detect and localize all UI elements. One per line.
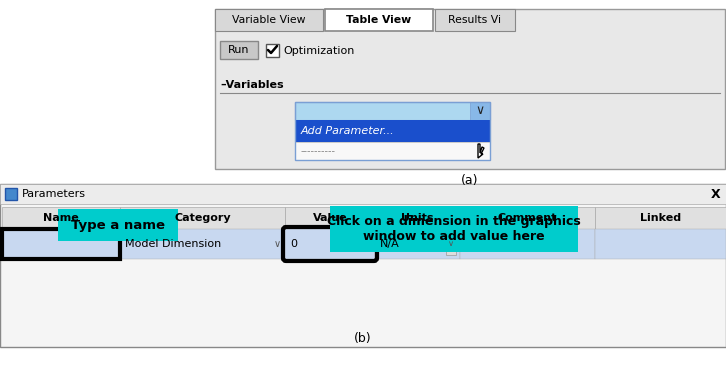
- FancyBboxPatch shape: [2, 229, 120, 259]
- Text: (b): (b): [354, 332, 372, 345]
- Text: Click on a dimension in the graphics
window to add value here: Click on a dimension in the graphics win…: [327, 215, 581, 243]
- FancyBboxPatch shape: [595, 207, 726, 229]
- Text: Category: Category: [174, 213, 231, 223]
- Text: Model Dimension: Model Dimension: [125, 239, 221, 249]
- Text: Parameters: Parameters: [22, 189, 86, 199]
- Polygon shape: [330, 229, 434, 252]
- FancyBboxPatch shape: [446, 233, 456, 255]
- Text: Add Parameter...: Add Parameter...: [301, 126, 395, 136]
- FancyBboxPatch shape: [595, 229, 726, 259]
- Text: Type a name: Type a name: [71, 218, 165, 231]
- FancyBboxPatch shape: [266, 44, 279, 57]
- FancyBboxPatch shape: [0, 184, 726, 204]
- FancyBboxPatch shape: [215, 9, 323, 31]
- Text: ∨: ∨: [448, 239, 454, 248]
- Text: Linked: Linked: [640, 213, 681, 223]
- FancyBboxPatch shape: [120, 207, 285, 229]
- FancyBboxPatch shape: [460, 207, 595, 229]
- Text: Table View: Table View: [346, 15, 412, 25]
- FancyBboxPatch shape: [330, 206, 578, 252]
- Text: 0: 0: [290, 239, 297, 249]
- Text: (a): (a): [461, 174, 478, 187]
- FancyBboxPatch shape: [58, 209, 178, 241]
- FancyBboxPatch shape: [0, 184, 726, 347]
- FancyBboxPatch shape: [285, 229, 375, 259]
- FancyBboxPatch shape: [295, 142, 490, 160]
- FancyBboxPatch shape: [325, 9, 433, 31]
- FancyBboxPatch shape: [120, 229, 285, 259]
- FancyBboxPatch shape: [215, 9, 725, 169]
- Text: Comment: Comment: [498, 213, 557, 223]
- Text: Units: Units: [401, 213, 433, 223]
- FancyBboxPatch shape: [460, 229, 595, 259]
- Text: Results Vi: Results Vi: [449, 15, 502, 25]
- Text: N/A: N/A: [380, 239, 400, 249]
- Text: Variable View: Variable View: [232, 15, 306, 25]
- Text: ∨: ∨: [274, 239, 280, 249]
- FancyBboxPatch shape: [295, 102, 490, 120]
- FancyBboxPatch shape: [295, 120, 490, 142]
- FancyBboxPatch shape: [375, 207, 460, 229]
- Text: ∨: ∨: [476, 104, 484, 117]
- FancyBboxPatch shape: [220, 41, 258, 59]
- FancyBboxPatch shape: [470, 102, 490, 120]
- FancyBboxPatch shape: [2, 207, 120, 229]
- Polygon shape: [478, 144, 484, 158]
- FancyBboxPatch shape: [375, 229, 460, 259]
- Text: Name: Name: [43, 213, 79, 223]
- FancyBboxPatch shape: [285, 207, 375, 229]
- Polygon shape: [73, 229, 130, 241]
- FancyBboxPatch shape: [5, 188, 17, 200]
- Text: Optimization: Optimization: [283, 45, 354, 55]
- FancyBboxPatch shape: [435, 9, 515, 31]
- Text: ----------: ----------: [301, 146, 336, 156]
- Text: Run: Run: [228, 45, 250, 55]
- Text: X: X: [710, 187, 720, 200]
- Text: Value: Value: [313, 213, 347, 223]
- Text: –Variables: –Variables: [220, 80, 284, 90]
